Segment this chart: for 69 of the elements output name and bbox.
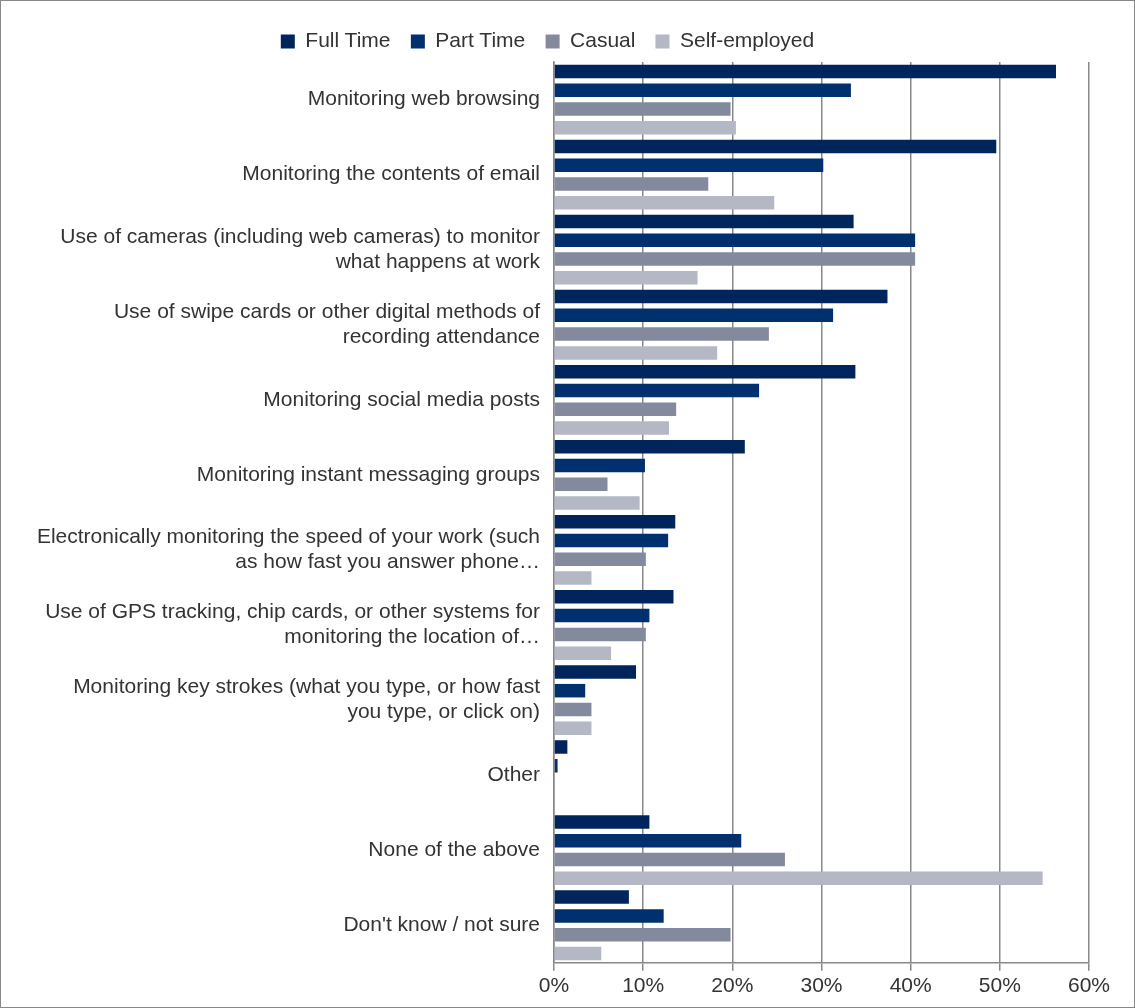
bar <box>554 346 718 360</box>
bar <box>554 608 650 623</box>
bar <box>554 214 854 229</box>
x-tick-label: 0% <box>538 973 570 997</box>
bar <box>554 83 851 97</box>
bar <box>554 740 568 754</box>
bar <box>554 139 997 154</box>
legend-label: Casual <box>570 28 636 52</box>
bar <box>554 590 674 604</box>
x-tick-label: 50% <box>978 973 1021 997</box>
bar <box>554 683 586 698</box>
bar <box>554 327 769 341</box>
y-tick-label: Monitoring web browsing <box>307 86 540 110</box>
bar <box>554 834 742 848</box>
legend-label: Part Time <box>435 28 526 52</box>
bar <box>554 552 646 567</box>
bar <box>554 909 664 923</box>
y-tick-label: Use of swipe cards or other digital methods of recording attendance <box>113 298 541 348</box>
y-tick-label: Monitoring social media posts <box>263 386 540 410</box>
bar <box>554 627 646 642</box>
y-tick-label: Monitoring the contents of email <box>242 161 540 185</box>
bar <box>554 890 629 904</box>
bar <box>554 308 834 323</box>
bar <box>554 646 612 660</box>
bar <box>554 571 592 585</box>
bar <box>554 852 785 867</box>
y-tick-label: Monitoring instant messaging groups <box>196 461 540 485</box>
bar <box>554 871 1043 886</box>
y-tick-label: Use of cameras (including web cameras) to monitor what happens at work <box>60 223 541 273</box>
bar <box>554 721 592 735</box>
legend-label: Full Time <box>305 28 391 52</box>
bar <box>554 946 602 961</box>
bar <box>554 477 608 492</box>
bar <box>554 364 856 379</box>
y-tick-label: Monitoring key strokes (what you type, or how fast you type, or click on) <box>73 674 541 723</box>
y-tick-label: Don't know / not sure <box>343 912 540 936</box>
bar <box>554 402 677 416</box>
bar <box>554 533 669 548</box>
bar <box>554 195 775 210</box>
x-tick-label: 40% <box>889 973 932 997</box>
bar <box>554 421 670 435</box>
y-tick-label: Other <box>487 761 540 785</box>
bar <box>554 815 650 829</box>
bar <box>554 383 760 398</box>
y-tick-label: None of the above <box>368 837 540 860</box>
bar <box>554 177 709 191</box>
y-tick-label: Use of GPS tracking, chip cards, or other systems for monitoring the location of… <box>45 599 541 648</box>
bar <box>554 252 916 266</box>
bar <box>554 758 558 773</box>
bar <box>554 927 731 942</box>
bar <box>554 439 745 454</box>
bar <box>554 158 824 172</box>
bar <box>554 120 736 135</box>
bar <box>554 496 640 510</box>
y-tick-label: Electronically monitoring the speed of your work (such as how fast you answer phone… <box>36 524 540 573</box>
bar <box>554 289 888 304</box>
legend-label: Self-employed <box>679 28 815 52</box>
bar <box>554 64 1057 79</box>
bar <box>554 233 916 248</box>
bar <box>554 665 637 679</box>
x-tick-label: 60% <box>1067 973 1111 997</box>
x-tick-label: 10% <box>622 973 665 997</box>
bar <box>554 458 645 473</box>
bar <box>554 271 698 285</box>
bar <box>554 102 731 116</box>
x-tick-label: 30% <box>800 973 843 997</box>
bar <box>554 515 676 529</box>
bar <box>554 702 592 717</box>
x-tick-label: 20% <box>711 973 754 997</box>
